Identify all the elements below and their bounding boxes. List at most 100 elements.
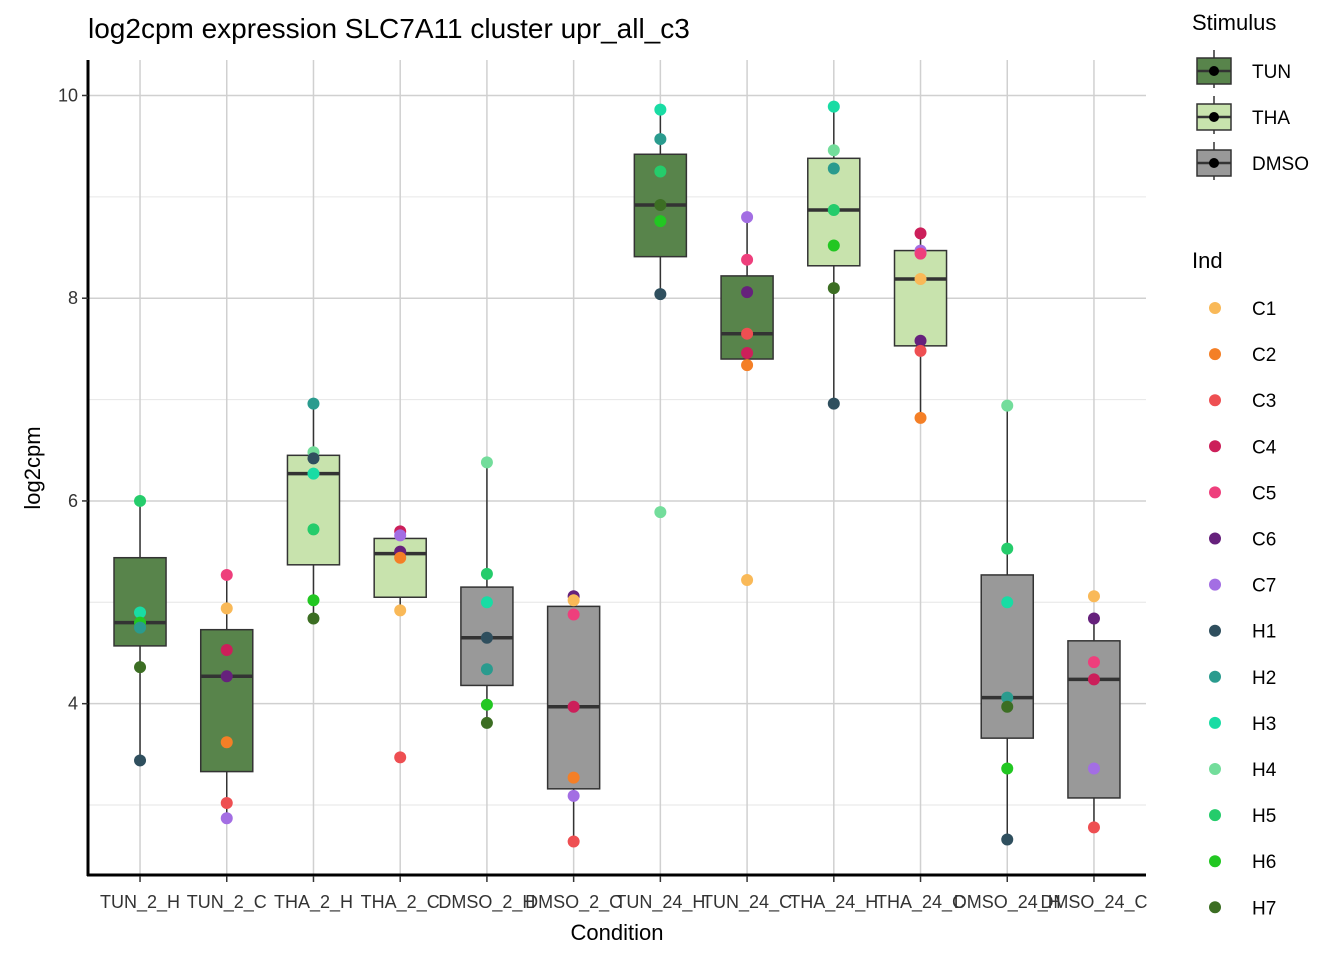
legend-ind-label: C1 bbox=[1252, 299, 1276, 320]
legend-ind-label: H7 bbox=[1252, 898, 1276, 919]
legend-stimulus-title: Stimulus bbox=[1192, 10, 1276, 35]
data-point-h3 bbox=[134, 606, 147, 619]
data-point-c5 bbox=[1087, 656, 1100, 669]
data-point-c6 bbox=[1087, 612, 1100, 625]
legend-ind-swatch bbox=[1209, 855, 1221, 868]
data-point-c6 bbox=[220, 670, 233, 683]
data-point-h2 bbox=[654, 133, 667, 146]
data-point-h6 bbox=[1001, 762, 1014, 775]
legend-ind-h7: H7 bbox=[1209, 898, 1276, 919]
data-point-c1 bbox=[914, 272, 927, 285]
data-point-h7 bbox=[1001, 700, 1014, 713]
data-point-c2 bbox=[220, 736, 233, 749]
data-point-c1 bbox=[220, 602, 233, 615]
data-point-h4 bbox=[1001, 399, 1014, 412]
legend-key-point bbox=[1209, 112, 1219, 122]
legend-stimulus-label: TUN bbox=[1252, 62, 1291, 83]
legend-ind-swatch bbox=[1209, 440, 1221, 453]
legend-ind-swatch bbox=[1209, 624, 1221, 637]
legend-ind-label: C2 bbox=[1252, 345, 1276, 366]
data-point-h5 bbox=[307, 523, 320, 536]
data-point-h7 bbox=[480, 716, 493, 729]
legend: Stimulus Ind TUN THA DMSO C1 C2 C3 C4 C5 C6 C7 H1… bbox=[1192, 10, 1309, 919]
x-tick-label: TUN_24_C bbox=[702, 892, 792, 913]
legend-ind-swatch bbox=[1209, 348, 1221, 361]
data-point-c6 bbox=[914, 334, 927, 347]
legend-ind-c1: C1 bbox=[1209, 299, 1276, 320]
legend-ind-c5: C5 bbox=[1209, 483, 1276, 504]
data-point-h6 bbox=[307, 594, 320, 607]
data-point-h7 bbox=[307, 612, 320, 625]
data-point-c5 bbox=[741, 253, 754, 266]
data-point-h5 bbox=[134, 494, 147, 507]
x-tick-layer: TUN_2_H TUN_2_C THA_2_H THA_2_CDMSO_2_HDMSO… bbox=[100, 876, 1147, 913]
legend-ind-h2: H2 bbox=[1209, 668, 1276, 689]
data-point-c1 bbox=[1087, 590, 1100, 603]
data-point-h6 bbox=[654, 215, 667, 228]
data-point-c2 bbox=[914, 411, 927, 424]
data-point-c5 bbox=[220, 568, 233, 581]
box-body bbox=[546, 605, 601, 790]
x-tick-label: TUN_24_H bbox=[615, 892, 705, 913]
data-point-c4 bbox=[220, 643, 233, 656]
legend-ind-label: C3 bbox=[1252, 391, 1276, 412]
data-point-c7 bbox=[220, 812, 233, 825]
legend-ind-label: C5 bbox=[1252, 483, 1276, 504]
legend-stimulus-dmso: DMSO bbox=[1196, 142, 1309, 180]
x-tick-label: DMSO_2_C bbox=[525, 892, 622, 913]
data-point-c7 bbox=[394, 529, 407, 542]
data-point-h2 bbox=[480, 663, 493, 676]
data-point-h3 bbox=[480, 596, 493, 609]
data-point-c7 bbox=[741, 211, 754, 224]
data-point-h1 bbox=[1001, 833, 1014, 846]
legend-key-point bbox=[1209, 158, 1219, 168]
y-tick-label: 10 bbox=[58, 85, 78, 105]
legend-stimulus-label: THA bbox=[1252, 108, 1290, 129]
data-point-c3 bbox=[741, 327, 754, 340]
x-tick-label: DMSO_24_C bbox=[1040, 892, 1147, 913]
data-point-c7 bbox=[1087, 762, 1100, 775]
data-point-c4 bbox=[914, 227, 927, 240]
data-point-c1 bbox=[567, 594, 580, 607]
data-point-h4 bbox=[480, 456, 493, 469]
data-point-h2 bbox=[134, 621, 147, 634]
x-axis-label: Condition bbox=[571, 920, 664, 945]
legend-ind-swatch bbox=[1209, 302, 1221, 314]
data-point-h3 bbox=[1001, 596, 1014, 609]
legend-ind-swatch bbox=[1209, 809, 1221, 822]
x-tick-label: THA_2_H bbox=[274, 892, 353, 913]
data-point-c3 bbox=[914, 344, 927, 357]
x-tick-label: TUN_2_C bbox=[187, 892, 267, 913]
y-tick-layer: 4 6 8 10 bbox=[58, 85, 88, 714]
legend-stimulus-group: TUN THA DMSO bbox=[1196, 50, 1309, 180]
legend-ind-swatch bbox=[1209, 901, 1221, 914]
data-point-h2 bbox=[827, 162, 840, 175]
data-point-h6 bbox=[827, 239, 840, 252]
legend-ind-label: C7 bbox=[1252, 576, 1276, 597]
data-point-h2 bbox=[1001, 691, 1014, 704]
legend-ind-swatch bbox=[1209, 670, 1221, 683]
legend-ind-swatch bbox=[1209, 716, 1221, 729]
point-layer bbox=[134, 100, 1100, 848]
y-tick-label: 6 bbox=[68, 491, 78, 511]
box-layer bbox=[113, 106, 1121, 842]
data-point-c3 bbox=[220, 797, 233, 810]
data-point-c5 bbox=[567, 608, 580, 621]
legend-ind-swatch bbox=[1209, 578, 1221, 591]
data-point-h3 bbox=[654, 103, 667, 116]
axis-layer bbox=[86, 60, 1146, 877]
data-point-c4 bbox=[567, 700, 580, 713]
legend-ind-h4: H4 bbox=[1209, 760, 1277, 781]
data-point-c2 bbox=[741, 359, 754, 372]
data-point-h3 bbox=[307, 467, 320, 480]
x-tick-label: DMSO_2_H bbox=[438, 892, 535, 913]
data-point-h5 bbox=[654, 165, 667, 178]
data-point-h6 bbox=[480, 698, 493, 711]
data-point-h2 bbox=[307, 397, 320, 410]
legend-ind-label: H4 bbox=[1252, 760, 1277, 781]
data-point-c6 bbox=[741, 286, 754, 299]
legend-ind-swatch bbox=[1209, 763, 1221, 775]
x-tick-label: THA_24_C bbox=[876, 892, 965, 913]
data-point-h5 bbox=[480, 567, 493, 580]
legend-stimulus-tun: TUN bbox=[1196, 50, 1291, 88]
